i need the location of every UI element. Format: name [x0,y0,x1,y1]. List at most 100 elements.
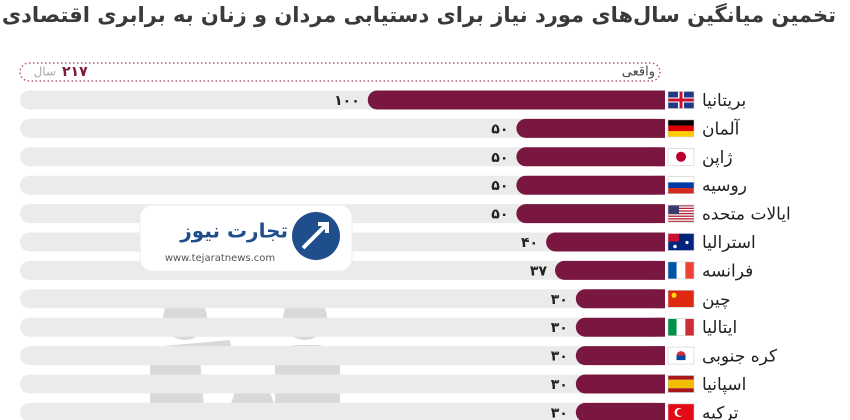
track [20,317,665,337]
bar [516,204,665,224]
bar-end [655,346,665,366]
flag-part [668,188,694,194]
flag-part [668,182,694,189]
watermark-name: تجارت نیوز [179,219,288,243]
bar-end [655,232,665,252]
flag-part [679,91,683,109]
value-label: ۵۰ [491,178,508,194]
flag-part [668,212,694,215]
y-tick-label: چین [702,290,731,310]
value-label: ۳۰ [551,349,568,365]
y-tick-label: ژاپن [702,148,733,168]
track [20,175,665,195]
flag-border [667,176,695,194]
value-label: ۱۰۰ [334,93,360,109]
flag-part [668,233,679,242]
bar [575,317,665,337]
flag-part [676,261,686,279]
flag-part [668,290,694,308]
value-label: ۵۰ [491,150,508,166]
y-tick-label: بریتانیا [702,91,746,111]
y-tick-label: روسیه [702,176,747,196]
value-label: ۴۰ [521,235,538,251]
flag-border [667,403,695,420]
flag-part [668,379,694,384]
flag-border [667,91,695,109]
flag-border [667,318,695,337]
flag-part [685,240,689,245]
bar-end [655,374,665,394]
flag-part [668,218,694,220]
flag-border [667,233,695,251]
bar [575,346,665,366]
flag-part [668,131,694,137]
value-label: ۳۰ [551,405,568,420]
bar [546,232,665,252]
bar [516,147,665,167]
flag-border [667,148,695,166]
flag-part [668,388,694,393]
flag-part [668,215,694,217]
y-tick-label: ترکیه [702,403,739,420]
y-tick-label: آلمان [702,117,741,139]
track [20,374,665,394]
flag-part [676,355,686,361]
bar [555,260,665,280]
y-tick-label: ایتالیا [702,318,737,338]
reference-label: واقعی [622,65,655,80]
value-label: ۳۰ [551,377,568,393]
flag-border [667,346,695,365]
bar [575,374,665,394]
bar-end [655,175,665,195]
flag-part [685,261,694,279]
value-label: ۵۰ [491,121,508,137]
bar [575,402,665,420]
flag-part [668,205,694,207]
flag-border [667,289,695,308]
flag-part [676,151,686,162]
bar [516,175,665,195]
bar-end [655,147,665,167]
watermark: تجارت نیوز www.tejaratnews.com [139,204,353,272]
bar-end [655,317,665,337]
y-tick-label: فرانسه [702,261,753,281]
bar-end [655,204,665,224]
reference-bar [19,62,661,82]
track [20,402,665,420]
value-label: ۵۰ [491,207,508,223]
flag-part [668,205,679,215]
value-label: ۳۷ [530,263,548,279]
value-label: ۳۰ [551,320,568,336]
bar-end [655,289,665,309]
flag-part [668,176,694,183]
track [20,346,665,366]
flag-border [667,261,695,280]
track [20,147,665,167]
flag-border [667,119,695,138]
flag-part [668,220,694,223]
flag-part [668,384,694,389]
flag-border [667,375,695,393]
bar-end [655,118,665,138]
flag-part [676,318,686,336]
reference-value: ۲۱۷ [62,64,88,80]
flag-part [685,318,694,336]
track [20,289,665,309]
reference-unit: سال [34,65,56,79]
chart-title: تخمین میانگین سال‌های مورد نیاز برای دست… [2,2,836,27]
flag-part [668,318,677,336]
flag-part [668,210,694,212]
y-tick-label: ایالات متحده [702,205,791,225]
bar [367,90,665,110]
flag-part [668,119,694,126]
bar [575,289,665,309]
bar-end [655,260,665,280]
flag-part [668,207,694,210]
flag-part [673,244,677,249]
flag-part [668,375,694,380]
flag-part [671,292,677,298]
flag-part [668,125,694,132]
y-tick-label: استرالیا [702,233,756,253]
y-tick-label: اسپانیا [702,375,746,395]
